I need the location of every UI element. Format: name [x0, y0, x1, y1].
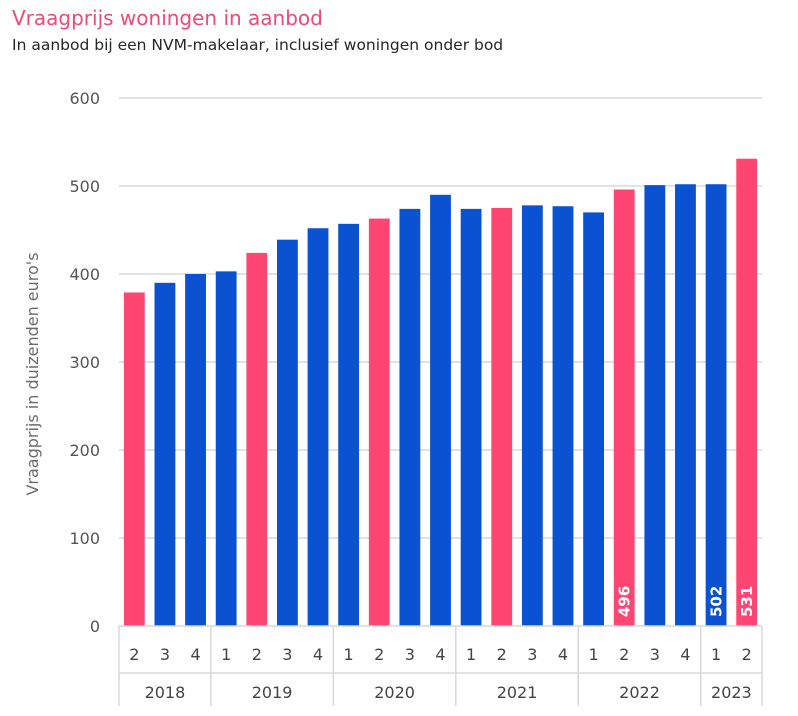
x-tick-label: 2 [497, 645, 507, 664]
x-tick-label: 3 [160, 645, 170, 664]
data-label: 496 [616, 586, 634, 617]
x-tick-label: 3 [405, 645, 415, 664]
x-tick-label: 1 [466, 645, 476, 664]
y-tick-label: 100 [69, 529, 100, 548]
bar [736, 158, 758, 626]
y-tick-label: 500 [69, 177, 100, 196]
x-tick-label: 3 [650, 645, 660, 664]
x-tick-label: 1 [589, 645, 599, 664]
bar [246, 252, 268, 626]
x-tick-label: 4 [558, 645, 568, 664]
data-label: 531 [738, 586, 756, 617]
x-tick-label: 4 [190, 645, 200, 664]
bar [705, 184, 727, 627]
x-tick-label: 4 [435, 645, 445, 664]
bar [368, 218, 390, 626]
y-tick-label: 300 [69, 353, 100, 372]
bar [399, 208, 421, 626]
bar [521, 205, 543, 627]
data-label: 502 [708, 586, 726, 617]
chart-subtitle: In aanbod bij een NVM-makelaar, inclusie… [12, 36, 504, 54]
x-tick-label: 3 [282, 645, 292, 664]
bar [430, 194, 451, 627]
bar [460, 208, 482, 626]
x-tick-label: 2 [619, 645, 629, 664]
x-group-label: 2023 [711, 683, 752, 702]
x-tick-label: 2 [252, 645, 262, 664]
y-tick-label: 0 [90, 617, 100, 636]
bar [185, 274, 206, 626]
y-axis-label: Vraagprijs in duizenden euro's [23, 252, 42, 495]
chart-title: Vraagprijs woningen in aanbod [12, 6, 323, 30]
bar [491, 208, 513, 626]
bar [154, 282, 176, 626]
x-tick-label: 1 [711, 645, 721, 664]
bar [552, 206, 574, 627]
x-tick-label: 2 [742, 645, 752, 664]
x-tick-label: 4 [313, 645, 323, 664]
bar [338, 223, 360, 626]
y-tick-label: 400 [69, 265, 100, 284]
x-group-label: 2019 [252, 683, 293, 702]
x-tick-label: 4 [680, 645, 690, 664]
bar [583, 212, 605, 626]
y-tick-label: 200 [69, 441, 100, 460]
x-group-label: 2022 [619, 683, 660, 702]
x-group-label: 2021 [497, 683, 538, 702]
x-group-label: 2020 [374, 683, 415, 702]
x-tick-label: 2 [129, 645, 139, 664]
bar [276, 239, 298, 626]
bar [613, 189, 635, 626]
x-tick-label: 1 [221, 645, 231, 664]
x-tick-label: 3 [527, 645, 537, 664]
bar [215, 271, 237, 626]
x-tick-label: 1 [344, 645, 354, 664]
bar [123, 292, 145, 626]
x-group-label: 2018 [145, 683, 186, 702]
bar [675, 184, 696, 627]
y-tick-label: 600 [69, 89, 100, 108]
x-tick-label: 2 [374, 645, 384, 664]
bar [307, 228, 329, 627]
bar [644, 185, 666, 626]
